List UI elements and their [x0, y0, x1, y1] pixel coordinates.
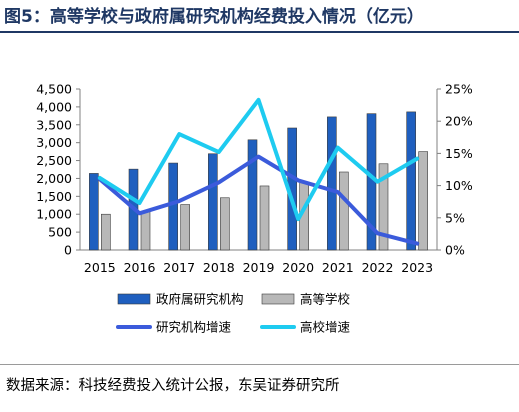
right-axis-tick-label: 0% — [445, 243, 465, 258]
bar-university — [418, 151, 428, 251]
figure-title: 图5：高等学校与政府属研究机构经费投入情况（亿元） — [4, 7, 424, 27]
legend-label: 政府属研究机构 — [156, 292, 244, 307]
left-axis: 0 500 1,000 1,500 2,000 2,500 3,000 3,500 4,000 4… — [36, 82, 81, 258]
right-axis-tick-label: 25% — [445, 82, 473, 97]
bar-university — [259, 185, 270, 251]
left-axis-tick-label: 1,000 — [36, 207, 72, 222]
right-axis-tick-label: 15% — [445, 146, 473, 161]
legend-label: 研究机构增速 — [156, 320, 232, 335]
line-series-group — [97, 97, 420, 246]
left-axis-tick-label: 3,000 — [36, 135, 72, 150]
bar-university — [220, 197, 230, 251]
left-axis-tick-label: 2,500 — [36, 153, 72, 168]
x-axis-tick-label: 2023 — [401, 260, 433, 275]
bar-institute — [168, 162, 178, 251]
bar-institute — [247, 139, 258, 251]
bar-university — [378, 163, 389, 251]
right-axis-tick-label: 5% — [445, 210, 465, 225]
source-divider — [0, 364, 519, 365]
right-axis: 0% 5% 10% 15% 20% 25% — [436, 82, 473, 258]
left-axis-tick-label: 4,500 — [36, 82, 72, 97]
x-axis-tick-label: 2022 — [362, 260, 394, 275]
left-axis-tick-label: 4,000 — [36, 99, 72, 114]
legend-swatch — [261, 293, 295, 305]
x-axis-tick-label: 2016 — [124, 260, 156, 275]
x-axis-tick-label: 2015 — [84, 260, 116, 275]
x-axis-tick-label: 2021 — [322, 260, 354, 275]
bar-institute — [208, 153, 218, 251]
x-axis-tick-label: 2020 — [282, 260, 314, 275]
bar-university — [180, 204, 190, 251]
bar-institute — [327, 116, 337, 251]
left-axis-tick-label: 1,500 — [36, 189, 72, 204]
bar-university — [339, 171, 349, 251]
left-axis-tick-label: 0 — [64, 243, 72, 258]
source-note: 数据来源：科技经费投入统计公报，东吴证券研究所 — [6, 378, 340, 394]
legend-label: 高等学校 — [300, 292, 351, 307]
right-axis-tick-label: 20% — [445, 114, 473, 129]
right-axis-tick-label: 10% — [445, 178, 473, 193]
title-divider — [0, 31, 519, 33]
bar-series-group — [89, 111, 428, 251]
line-university-growth — [97, 97, 420, 222]
x-axis: 2015 2016 2017 2018 2019 2020 2021 2022 2023 — [80, 249, 437, 275]
x-axis-tick-label: 2018 — [203, 260, 235, 275]
left-axis-tick-label: 500 — [48, 225, 72, 240]
x-axis-tick-label: 2019 — [243, 260, 275, 275]
chart: 0 500 1,000 1,500 2,000 2,500 3,000 3,500 4,000 4… — [36, 82, 473, 335]
bar-institute — [406, 111, 416, 251]
legend-swatch — [117, 293, 151, 305]
bar-institute — [89, 173, 99, 251]
left-axis-tick-label: 3,500 — [36, 117, 72, 132]
line-institute-growth — [97, 154, 420, 246]
left-axis-tick-label: 2,000 — [36, 171, 72, 186]
legend-label: 高校增速 — [300, 320, 351, 335]
x-axis-tick-label: 2017 — [163, 260, 195, 275]
bar-university — [101, 213, 111, 251]
bar-university — [140, 211, 151, 251]
